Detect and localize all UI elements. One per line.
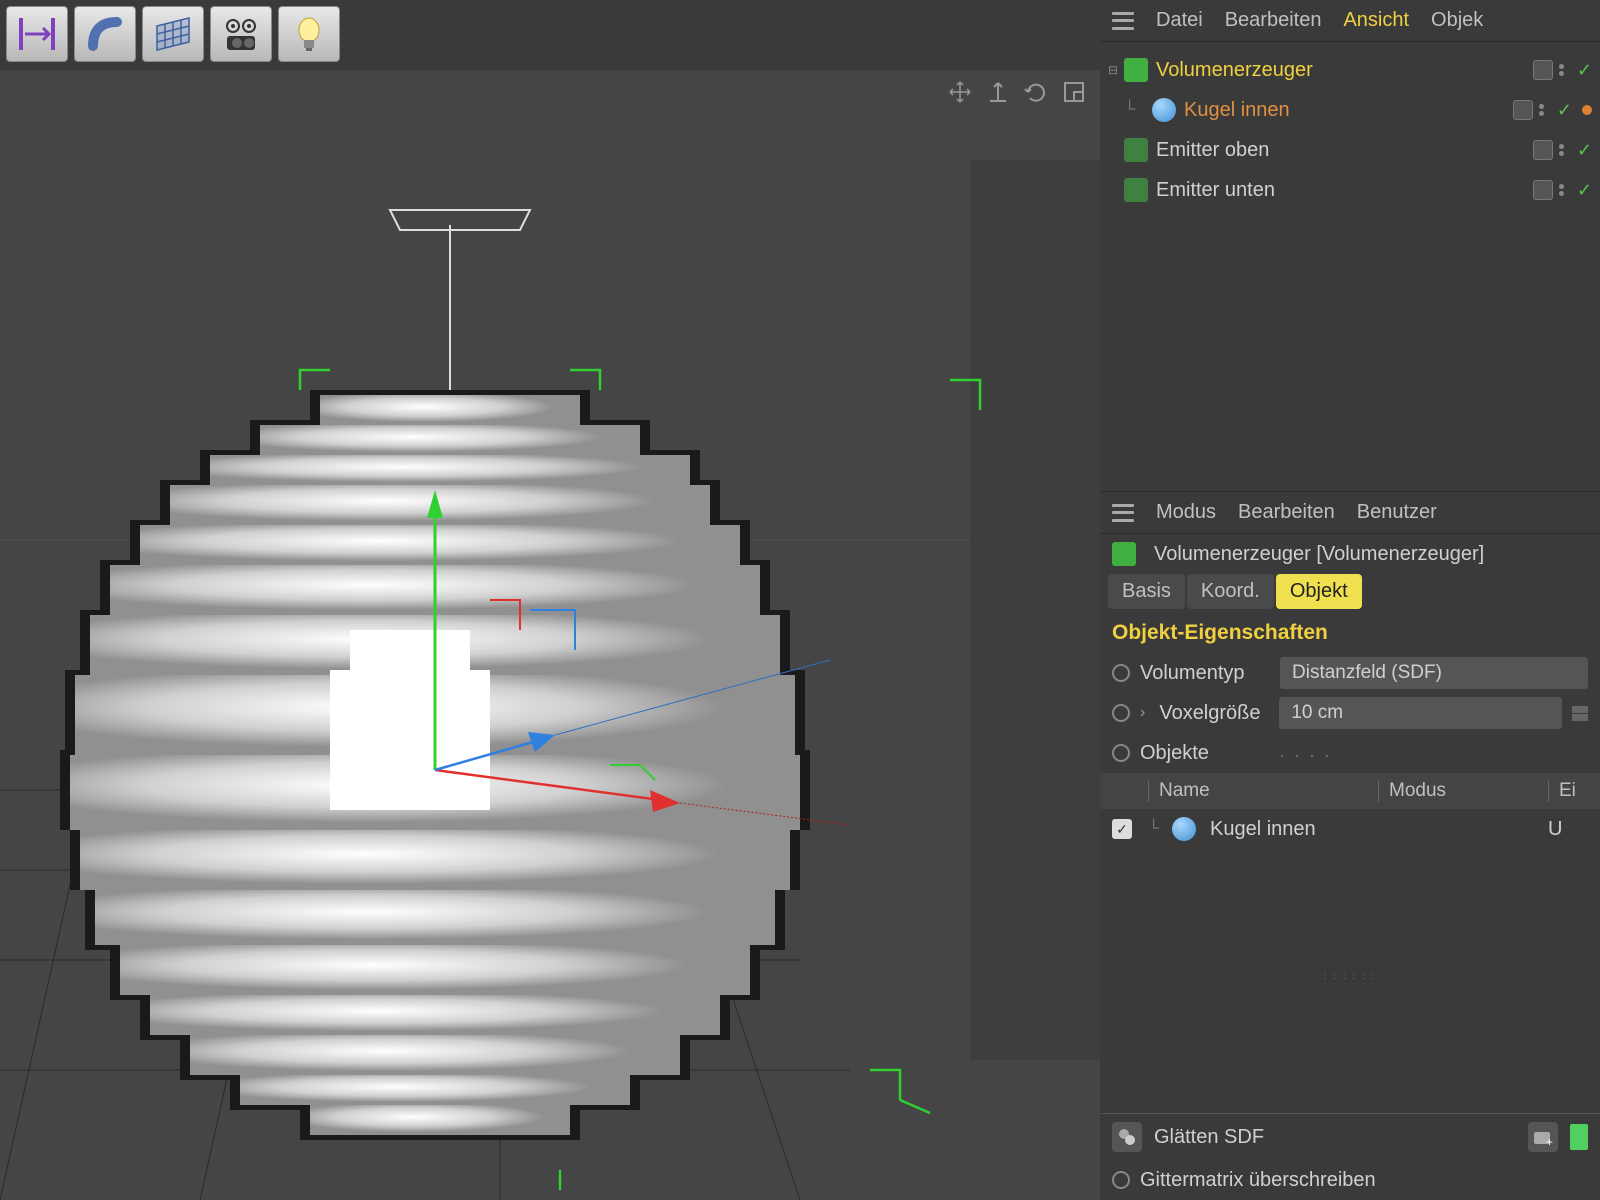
volumentyp-dropdown[interactable]: Distanzfeld (SDF) (1280, 657, 1588, 689)
row-label: Kugel innen (1204, 818, 1548, 841)
object-tree: ⊟Volumenerzeuger✓└Kugel innen✓Emitter ob… (1100, 42, 1600, 492)
prop-label: Objekte (1140, 742, 1270, 765)
volume-icon (1112, 542, 1136, 566)
hamburger-icon[interactable] (1112, 12, 1134, 30)
tree-row[interactable]: ⊟ Volumenerzeuger ✓ (1104, 50, 1596, 90)
objects-table-header: Name Modus Ei (1100, 773, 1600, 809)
radio-icon[interactable] (1112, 704, 1130, 722)
menu-benutzer[interactable]: Benutzer (1357, 501, 1437, 524)
tab-koord[interactable]: Koord. (1187, 574, 1274, 609)
expand-icon[interactable]: ⊟ (1108, 63, 1124, 77)
tree-toggles: ✓ (1533, 140, 1592, 161)
layer-toggle[interactable] (1533, 60, 1553, 80)
section-title: Objekt-Eigenschaften (1100, 609, 1600, 653)
svg-text:+: + (1546, 1135, 1553, 1148)
glaetten-label[interactable]: Glätten SDF (1154, 1126, 1264, 1149)
table-row[interactable]: ✓ └ Kugel innen U (1100, 809, 1600, 849)
attribute-tabs: Basis Koord. Objekt (1100, 574, 1600, 609)
prop-volumentyp: Volumentyp Distanzfeld (SDF) (1100, 653, 1600, 693)
menu-datei[interactable]: Datei (1156, 9, 1203, 32)
menu-bearbeiten-attr[interactable]: Bearbeiten (1238, 501, 1335, 524)
radio-icon[interactable] (1112, 744, 1130, 762)
check-icon[interactable]: ✓ (1557, 100, 1572, 121)
spinner[interactable] (1572, 706, 1588, 721)
tag-dot[interactable] (1582, 105, 1592, 115)
object-manager-menu: Datei Bearbeiten Ansicht Objek (1100, 0, 1600, 42)
col-name[interactable]: Name (1148, 780, 1378, 802)
col-ei[interactable]: Ei (1548, 780, 1588, 802)
chevron-icon[interactable]: › (1140, 704, 1145, 722)
drag-handle[interactable]: : : : : : : (1100, 969, 1600, 984)
tree-row[interactable]: └Kugel innen✓ (1104, 90, 1596, 130)
hamburger-icon[interactable] (1112, 504, 1134, 522)
sphere-icon (1172, 817, 1196, 841)
volume-icon (1124, 58, 1148, 82)
tree-toggles: ✓ (1533, 60, 1592, 81)
dots-icon[interactable] (1559, 184, 1571, 196)
menu-objekte[interactable]: Objek (1431, 9, 1483, 32)
tab-objekt[interactable]: Objekt (1276, 574, 1362, 609)
objects-table-body: ✓ └ Kugel innen U (1100, 809, 1600, 969)
tool-move-axis[interactable] (6, 6, 68, 62)
menu-modus[interactable]: Modus (1156, 501, 1216, 524)
col-modus[interactable]: Modus (1378, 780, 1548, 802)
emitter-icon (1124, 178, 1148, 202)
tool-bend[interactable] (74, 6, 136, 62)
check-icon[interactable]: ✓ (1577, 180, 1592, 201)
tree-label: Emitter unten (1156, 179, 1533, 202)
dots-icon[interactable] (1559, 64, 1571, 76)
layer-toggle[interactable] (1533, 180, 1553, 200)
dots-icon[interactable] (1559, 144, 1571, 156)
prop-voxelgroesse: › Voxelgröße 10 cm (1100, 693, 1600, 733)
bottom-bar: Glätten SDF + (1100, 1113, 1600, 1160)
viewport[interactable] (0, 70, 1100, 1200)
check-icon[interactable]: ✓ (1577, 60, 1592, 81)
prop-objekte: Objekte . . . . (1100, 733, 1600, 773)
checkbox[interactable]: ✓ (1112, 819, 1132, 839)
layer-toggle[interactable] (1533, 140, 1553, 160)
tree-label: Kugel innen (1184, 99, 1513, 122)
voxel-input[interactable]: 10 cm (1279, 697, 1562, 729)
prop-gittermatrix: Gittermatrix überschreiben (1100, 1160, 1600, 1200)
prop-label: Volumentyp (1140, 662, 1270, 685)
radio-icon[interactable] (1112, 664, 1130, 682)
tree-toggles: ✓ (1513, 100, 1592, 121)
attribute-title: Volumenerzeuger [Volumenerzeuger] (1154, 543, 1484, 566)
sphere-icon (1152, 98, 1176, 122)
check-icon[interactable]: ✓ (1577, 140, 1592, 161)
right-panel: Datei Bearbeiten Ansicht Objek ⊟ Volumene… (1100, 0, 1600, 1200)
tree-row[interactable]: Emitter oben ✓ (1104, 130, 1596, 170)
tree-toggles: ✓ (1533, 180, 1592, 201)
tool-camera[interactable] (210, 6, 272, 62)
layer-toggle[interactable] (1513, 100, 1533, 120)
tool-light[interactable] (278, 6, 340, 62)
tab-basis[interactable]: Basis (1108, 574, 1185, 609)
menu-ansicht[interactable]: Ansicht (1343, 9, 1409, 32)
menu-bearbeiten[interactable]: Bearbeiten (1225, 9, 1322, 32)
tree-label: Volumenerzeuger (1156, 59, 1533, 82)
radio-icon[interactable] (1112, 1171, 1130, 1189)
toolbar (0, 0, 346, 68)
tool-grid[interactable] (142, 6, 204, 62)
tree-row[interactable]: Emitter unten ✓ (1104, 170, 1596, 210)
emitter-icon (1124, 138, 1148, 162)
gittermatrix-label: Gittermatrix überschreiben (1140, 1169, 1376, 1192)
attribute-manager-menu: Modus Bearbeiten Benutzer (1100, 492, 1600, 534)
attribute-header: Volumenerzeuger [Volumenerzeuger] (1100, 534, 1600, 574)
dots-icon[interactable] (1539, 104, 1551, 116)
row-mode: U (1548, 818, 1588, 841)
green-block-icon[interactable] (1570, 1124, 1588, 1150)
tree-label: Emitter oben (1156, 139, 1533, 162)
dots-trail: . . . . (1280, 744, 1332, 762)
smooth-icon[interactable] (1112, 1122, 1142, 1152)
prop-label: Voxelgröße (1159, 702, 1269, 725)
folder-add-icon[interactable]: + (1528, 1122, 1558, 1152)
